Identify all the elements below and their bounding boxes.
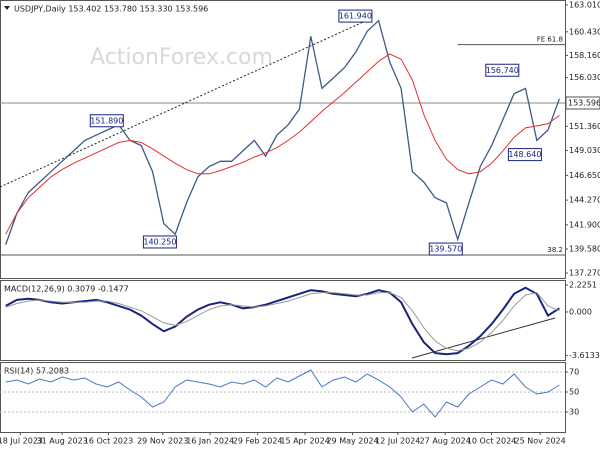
x-tick-label: 31 Aug 2023 bbox=[37, 437, 88, 446]
price-annotation: 156.740 bbox=[486, 66, 519, 75]
trendline bbox=[0, 17, 373, 188]
x-tick-label: 29 May 2024 bbox=[326, 437, 378, 446]
price-annotation: 139.570 bbox=[429, 245, 462, 254]
panel-title: MACD(12,26,9) 0.3079 -0.1477 bbox=[4, 285, 129, 294]
price-annotation-box bbox=[338, 9, 373, 23]
price-annotation-box bbox=[485, 63, 520, 77]
panel-title: RSI(14) 57.2083 bbox=[4, 367, 69, 376]
y-tick-label: 2.2251 bbox=[569, 281, 597, 290]
series-line bbox=[5, 292, 560, 352]
y-tick-label: 139.580 bbox=[569, 244, 600, 253]
price-annotation-box bbox=[507, 148, 542, 162]
price-annotation: 140.250 bbox=[143, 237, 176, 246]
price-annotation: 148.640 bbox=[508, 150, 541, 159]
x-tick-label: 29 Feb 2024 bbox=[233, 437, 283, 446]
series-line bbox=[5, 369, 560, 418]
x-tick-label: 27 Aug 2024 bbox=[420, 437, 471, 446]
y-tick-label: 70 bbox=[569, 368, 579, 377]
y-tick-label: 160.430 bbox=[569, 27, 600, 36]
last-price-label: 153.596 bbox=[568, 98, 600, 107]
price-annotation-box bbox=[428, 242, 463, 256]
y-tick-label: 144.270 bbox=[569, 196, 600, 205]
series-line bbox=[5, 286, 560, 356]
x-tick-label: 15 Apr 2024 bbox=[280, 437, 329, 446]
series-line bbox=[5, 19, 561, 245]
level-label: 38.2 bbox=[547, 246, 563, 254]
y-tick-label: 50 bbox=[569, 388, 579, 397]
y-tick-label: -3.6133 bbox=[569, 351, 600, 360]
y-tick-label: 151.360 bbox=[569, 122, 600, 131]
menu-arrow bbox=[4, 6, 10, 10]
series-line bbox=[5, 53, 560, 235]
y-tick-label: 30 bbox=[569, 408, 579, 417]
y-tick-label: 163.010 bbox=[569, 0, 600, 9]
y-tick-label: 141.900 bbox=[569, 220, 600, 229]
panel-frame bbox=[0, 362, 566, 433]
x-tick-label: 10 Oct 2024 bbox=[467, 437, 516, 446]
y-tick-label: 158.160 bbox=[569, 51, 600, 60]
x-tick-label: 16 Jan 2024 bbox=[186, 437, 234, 446]
y-tick-label: 149.030 bbox=[569, 146, 600, 155]
y-tick-label: 156.030 bbox=[569, 73, 600, 82]
y-tick-label: 137.270 bbox=[569, 269, 600, 278]
y-tick-label: 146.650 bbox=[569, 171, 600, 180]
y-tick-label: 0.000 bbox=[569, 307, 592, 316]
panel-frame bbox=[0, 0, 566, 279]
price-annotation-box bbox=[142, 235, 177, 249]
last-price-badge bbox=[565, 96, 600, 110]
price-annotation-box bbox=[89, 114, 124, 128]
x-tick-label: 29 Nov 2023 bbox=[137, 437, 188, 446]
x-tick-label: 18 Jul 2023 bbox=[0, 437, 43, 446]
panel-title: USDJPY,Daily 153.402 153.780 153.330 153… bbox=[14, 5, 208, 14]
price-annotation: 151.890 bbox=[90, 116, 123, 125]
watermark: ActionForex.com bbox=[90, 45, 273, 70]
level-label: FE 61.8 bbox=[537, 36, 563, 44]
x-tick-label: 25 Nov 2024 bbox=[515, 437, 566, 446]
price-annotation: 161.940 bbox=[339, 12, 372, 21]
trendline bbox=[411, 317, 556, 359]
x-tick-label: 16 Oct 2023 bbox=[84, 437, 133, 446]
x-tick-label: 12 Jul 2024 bbox=[375, 437, 420, 446]
panel-frame bbox=[0, 280, 566, 361]
